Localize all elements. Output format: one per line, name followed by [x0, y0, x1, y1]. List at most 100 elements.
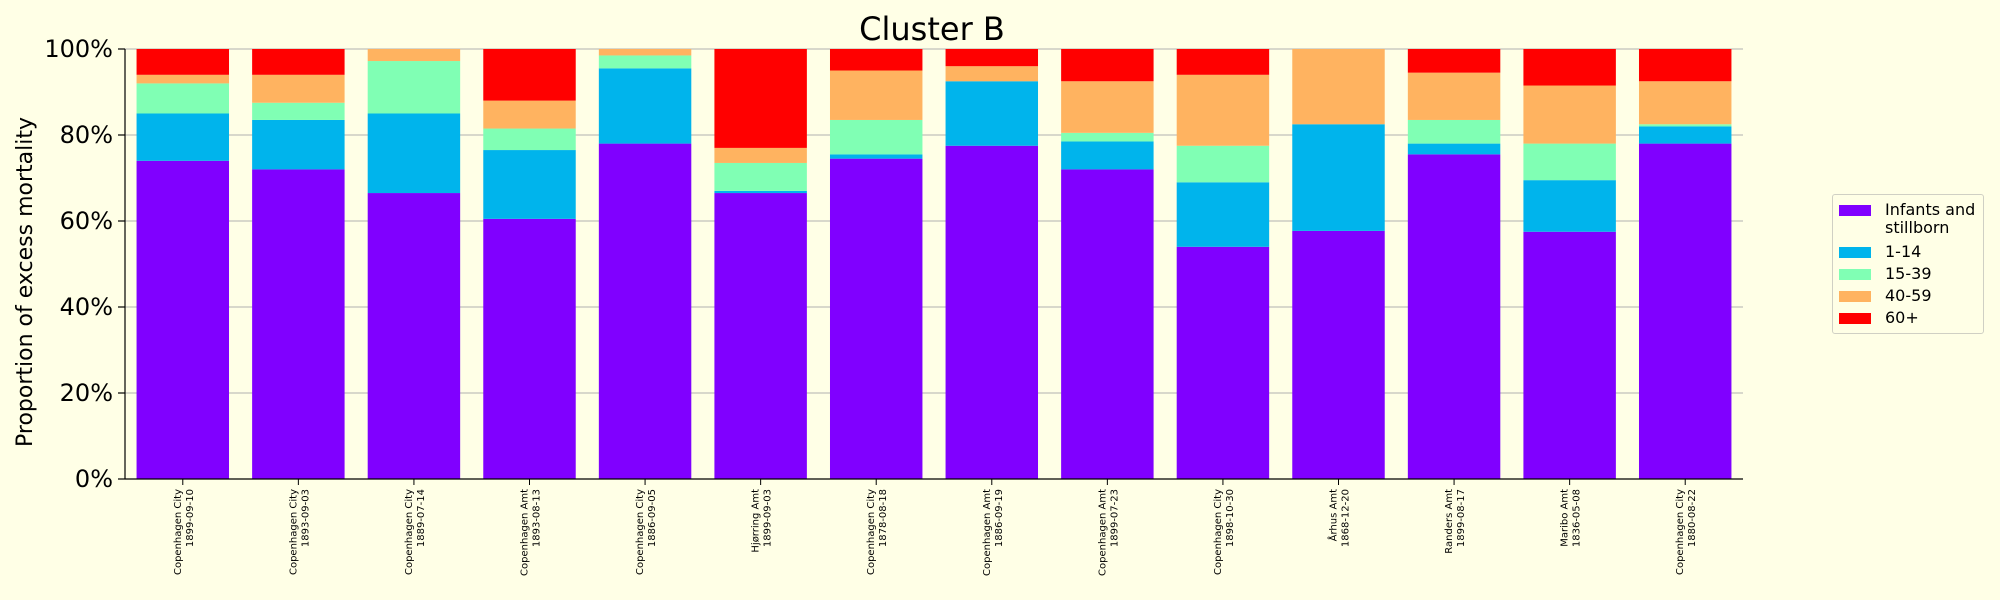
- bar-segment: [1292, 124, 1385, 231]
- x-tick-label: Copenhagen City1889-07-14: [404, 489, 427, 575]
- bar-segment: [252, 102, 345, 120]
- y-tick-label: 0%: [75, 465, 113, 493]
- bar-segment: [1061, 81, 1154, 133]
- x-tick-label: Copenhagen City1880-08-22: [1675, 489, 1698, 575]
- legend-swatch: [1839, 269, 1871, 280]
- y-tick-label: 80%: [60, 121, 113, 149]
- bar-segment: [1638, 81, 1732, 125]
- bar-segment: [945, 66, 1039, 82]
- legend-label: 40-59: [1885, 286, 1932, 305]
- bar-segment: [483, 218, 576, 479]
- y-tick-label: 60%: [60, 207, 113, 235]
- legend-swatch: [1839, 205, 1871, 216]
- bar-segment: [1176, 246, 1270, 479]
- bar-segment: [1523, 85, 1616, 144]
- legend-label: 60+: [1885, 308, 1919, 327]
- y-tick-labels: 0% 20% 40% 60% 80% 100%: [44, 35, 125, 493]
- bar-segment: [367, 61, 461, 114]
- x-tick-labels: Copenhagen City1899-09-10 Copenhagen City…: [173, 479, 1698, 576]
- bar-segment: [945, 81, 1039, 146]
- bar-segment: [714, 193, 807, 480]
- bar-segment: [714, 49, 807, 148]
- bar-segment: [136, 83, 230, 114]
- bar-segment: [829, 158, 923, 479]
- bar-segment: [252, 119, 345, 170]
- legend-label: Infants and stillborn: [1885, 200, 1976, 237]
- bar-segment: [1407, 49, 1501, 73]
- x-tick-label: Copenhagen City1899-09-10: [173, 489, 196, 575]
- bar-segment: [598, 55, 692, 69]
- x-tick-label: Randers Amt1899-08-17: [1444, 489, 1467, 554]
- bar-segment: [1638, 49, 1732, 82]
- bar-segment: [598, 143, 692, 479]
- y-tick-label: 20%: [60, 379, 113, 407]
- bar-segment: [483, 100, 576, 129]
- legend-label: 15-39: [1885, 264, 1932, 283]
- bar-segment: [1176, 145, 1270, 183]
- y-tick-label: 100%: [44, 35, 113, 63]
- bar-segment: [252, 49, 345, 75]
- x-tick-label: Copenhagen Amt1886-09-19: [982, 489, 1005, 576]
- x-tick-label: Hjørring Amt1899-09-03: [751, 489, 774, 553]
- bar-segment: [1407, 143, 1501, 155]
- bar-segment: [1523, 231, 1616, 479]
- bar-segment: [1176, 49, 1270, 75]
- bar-segment: [1061, 49, 1154, 82]
- bar-segment: [1061, 132, 1154, 142]
- legend-swatch: [1839, 313, 1871, 324]
- bar-segment: [483, 49, 576, 101]
- x-tick-label: Copenhagen City1898-10-30: [1213, 489, 1236, 575]
- bar-segment: [1407, 154, 1501, 479]
- legend-item: 15-39: [1839, 265, 1980, 283]
- bar-segment: [1061, 141, 1154, 170]
- x-tick-label: Copenhagen Amt1893-08-13: [520, 489, 543, 576]
- bar-segment: [136, 113, 230, 161]
- bar-segment: [1523, 143, 1616, 181]
- bar-segment: [1638, 143, 1732, 479]
- legend-swatch: [1839, 247, 1871, 258]
- bar-segment: [714, 162, 807, 191]
- bar-segment: [1638, 126, 1732, 144]
- bar-segment: [1638, 124, 1732, 127]
- legend-item: 40-59: [1839, 287, 1980, 305]
- bar-segment: [1061, 169, 1154, 479]
- bar-segment: [829, 119, 923, 155]
- bar-segment: [829, 49, 923, 71]
- bar-segment: [483, 128, 576, 151]
- y-tick-label: 40%: [60, 293, 113, 321]
- x-tick-label: Copenhagen City1893-09-03: [288, 489, 311, 575]
- bar-segment: [714, 190, 807, 194]
- y-axis-label: Proportion of excess mortality: [13, 117, 38, 447]
- bar-segment: [829, 154, 923, 159]
- bar-segment: [945, 145, 1039, 479]
- legend-label: 1-14: [1885, 242, 1922, 261]
- bar-segment: [136, 49, 230, 75]
- bar-segment: [136, 74, 230, 84]
- bars: [136, 49, 1732, 480]
- legend-swatch: [1839, 291, 1871, 302]
- bar-segment: [829, 70, 923, 120]
- bar-segment: [1292, 49, 1385, 125]
- x-tick-label: Århus Amt1868-12-20: [1327, 489, 1352, 547]
- x-tick-label: Copenhagen Amt1899-07-23: [1097, 489, 1120, 576]
- legend-item: 60+: [1839, 309, 1980, 327]
- legend-item: Infants and stillborn: [1839, 201, 1980, 237]
- bar-segment: [252, 74, 345, 103]
- bar-segment: [1176, 182, 1270, 247]
- chart-title: Cluster B: [859, 10, 1005, 48]
- bar-segment: [1292, 230, 1385, 479]
- bar-segment: [367, 113, 461, 194]
- x-tick-label: Copenhagen City1878-08-18: [866, 489, 889, 575]
- bar-segment: [483, 150, 576, 219]
- bar-segment: [367, 193, 461, 480]
- bar-segment: [598, 49, 692, 56]
- bar-segment: [1523, 180, 1616, 232]
- bar-segment: [1407, 119, 1501, 144]
- bar-segment: [598, 68, 692, 144]
- legend: Infants and stillborn 1-14 15-39 40-59 60+: [1832, 194, 1984, 334]
- x-tick-label: Maribo Amt1836-05-08: [1560, 489, 1583, 547]
- axes: [124, 49, 1743, 480]
- bar-segment: [945, 49, 1039, 67]
- bar-segment: [252, 169, 345, 479]
